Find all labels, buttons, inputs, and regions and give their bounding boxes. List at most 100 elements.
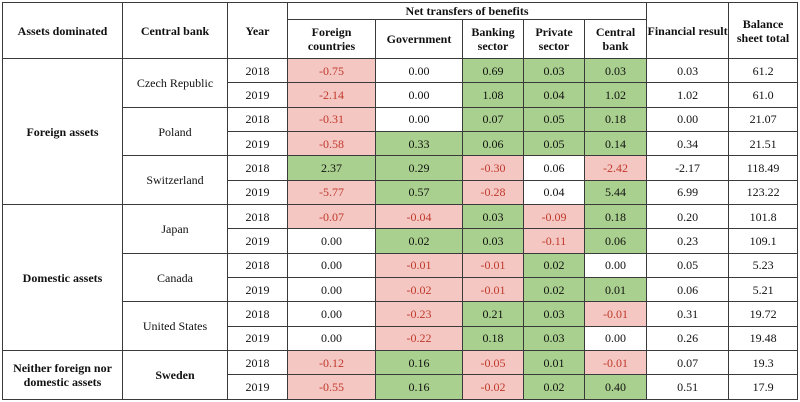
year-cell: 2018 (227, 57, 288, 84)
financial-result-cell: 0.31 (646, 301, 730, 327)
private-sector-cell: 0.03 (523, 57, 585, 84)
government-cell: 0.00 (375, 82, 463, 108)
year-cell: 2019 (227, 82, 288, 108)
bank-cell: Sweden (122, 350, 228, 400)
balance-sheet-cell: 109.1 (728, 228, 799, 254)
foreign-countries-cell: 0.00 (287, 325, 376, 352)
financial-result-cell: 0.20 (646, 204, 730, 230)
financial-result-cell: 0.05 (646, 252, 730, 279)
balance-sheet-cell: 5.21 (728, 277, 799, 303)
private-sector-cell: 0.06 (523, 155, 585, 181)
financial-result-cell: 0.06 (646, 277, 730, 303)
header-foreign-countries: Foreign countries (287, 19, 376, 59)
bank-cell: Japan (122, 204, 228, 254)
balance-sheet-cell: 21.51 (728, 131, 799, 157)
private-sector-cell: 0.05 (523, 131, 585, 157)
balance-sheet-cell: 17.9 (728, 374, 799, 400)
header-balance-sheet-total: Balance sheet total (728, 2, 799, 59)
bank-cell: Poland (122, 106, 228, 157)
government-cell: -0.02 (375, 277, 463, 303)
year-cell: 2018 (227, 204, 288, 230)
central-bank-cell: 0.03 (583, 57, 648, 84)
header-central-bank-sub: Central bank (583, 19, 648, 59)
private-sector-cell: -0.11 (523, 228, 585, 254)
foreign-countries-cell: 0.00 (287, 301, 376, 327)
header-net-transfers: Net transfers of benefits (286, 2, 648, 20)
header-banking-sector: Banking sector (462, 19, 524, 59)
government-cell: 0.16 (375, 350, 463, 376)
foreign-countries-cell: -5.77 (287, 179, 376, 206)
government-cell: -0.23 (375, 301, 463, 327)
year-cell: 2018 (227, 155, 288, 181)
year-cell: 2019 (227, 277, 288, 303)
private-sector-cell: 0.03 (523, 325, 585, 352)
central-bank-cell: 0.01 (583, 277, 648, 303)
balance-sheet-cell: 123.22 (728, 179, 799, 206)
foreign-countries-cell: -0.75 (287, 57, 376, 84)
central-bank-cell: 0.18 (583, 204, 648, 230)
financial-result-cell: 0.34 (646, 131, 730, 157)
banking-sector-cell: 0.03 (462, 228, 524, 254)
government-cell: 0.00 (375, 106, 463, 133)
private-sector-cell: 0.02 (523, 277, 585, 303)
government-cell: -0.01 (375, 252, 463, 279)
central-bank-cell: 5.44 (583, 179, 648, 206)
private-sector-cell: 0.03 (523, 301, 585, 327)
central-bank-cell: 0.18 (583, 106, 648, 133)
balance-sheet-cell: 61.0 (728, 82, 799, 108)
group-foreign-assets: Foreign assets (2, 57, 123, 206)
private-sector-cell: 0.01 (523, 350, 585, 376)
financial-result-cell: 1.02 (646, 82, 730, 108)
financial-result-cell: 6.99 (646, 179, 730, 206)
foreign-countries-cell: 2.37 (287, 155, 376, 181)
balance-sheet-cell: 19.3 (728, 350, 799, 376)
banking-sector-cell: -0.02 (462, 374, 524, 400)
private-sector-cell: 0.05 (523, 106, 585, 133)
banking-sector-cell: 0.06 (462, 131, 524, 157)
bank-cell: Czech Republic (122, 58, 228, 108)
header-year: Year (227, 2, 288, 59)
banking-sector-cell: 0.18 (462, 325, 524, 352)
year-cell: 2018 (227, 350, 288, 376)
government-cell: -0.04 (375, 204, 463, 230)
central-bank-cell: 0.00 (583, 252, 648, 279)
foreign-countries-cell: 0.00 (287, 277, 376, 303)
foreign-countries-cell: 0.00 (287, 252, 376, 279)
financial-result-cell: 0.00 (646, 106, 730, 133)
bank-cell: Canada (122, 252, 228, 303)
foreign-countries-cell: -2.14 (287, 82, 376, 108)
central-bank-cell: -0.01 (583, 301, 648, 327)
banking-sector-cell: 0.07 (462, 106, 524, 133)
balance-sheet-cell: 19.48 (728, 325, 799, 352)
banking-sector-cell: -0.01 (462, 277, 524, 303)
balance-sheet-cell: 19.72 (728, 301, 799, 327)
central-bank-cell: -0.01 (583, 350, 648, 376)
central-bank-cell: -2.42 (583, 155, 648, 181)
private-sector-cell: 0.02 (523, 374, 585, 400)
year-cell: 2018 (227, 106, 288, 133)
header-government: Government (375, 19, 463, 59)
year-cell: 2018 (227, 301, 288, 327)
foreign-countries-cell: -0.31 (287, 106, 376, 133)
foreign-countries-cell: -0.58 (287, 131, 376, 157)
year-cell: 2019 (227, 374, 288, 400)
header-assets-dominated: Assets dominated (2, 2, 123, 59)
balance-sheet-cell: 101.8 (728, 204, 799, 230)
foreign-countries-cell: -0.55 (287, 374, 376, 400)
balance-sheet-cell: 118.49 (728, 155, 799, 181)
government-cell: -0.22 (375, 325, 463, 352)
private-sector-cell: 0.04 (523, 179, 585, 206)
government-cell: 0.16 (375, 374, 463, 400)
header-central-bank: Central bank (122, 2, 228, 59)
year-cell: 2019 (227, 179, 288, 206)
balance-sheet-cell: 5.23 (728, 252, 799, 279)
government-cell: 0.29 (375, 155, 463, 181)
year-cell: 2018 (227, 252, 288, 279)
central-bank-cell: 0.40 (583, 374, 648, 400)
financial-result-cell: 0.23 (646, 228, 730, 254)
year-cell: 2019 (227, 131, 288, 157)
financial-result-cell: 0.26 (646, 325, 730, 352)
bank-cell: Switzerland (122, 155, 228, 206)
private-sector-cell: -0.09 (523, 204, 585, 230)
